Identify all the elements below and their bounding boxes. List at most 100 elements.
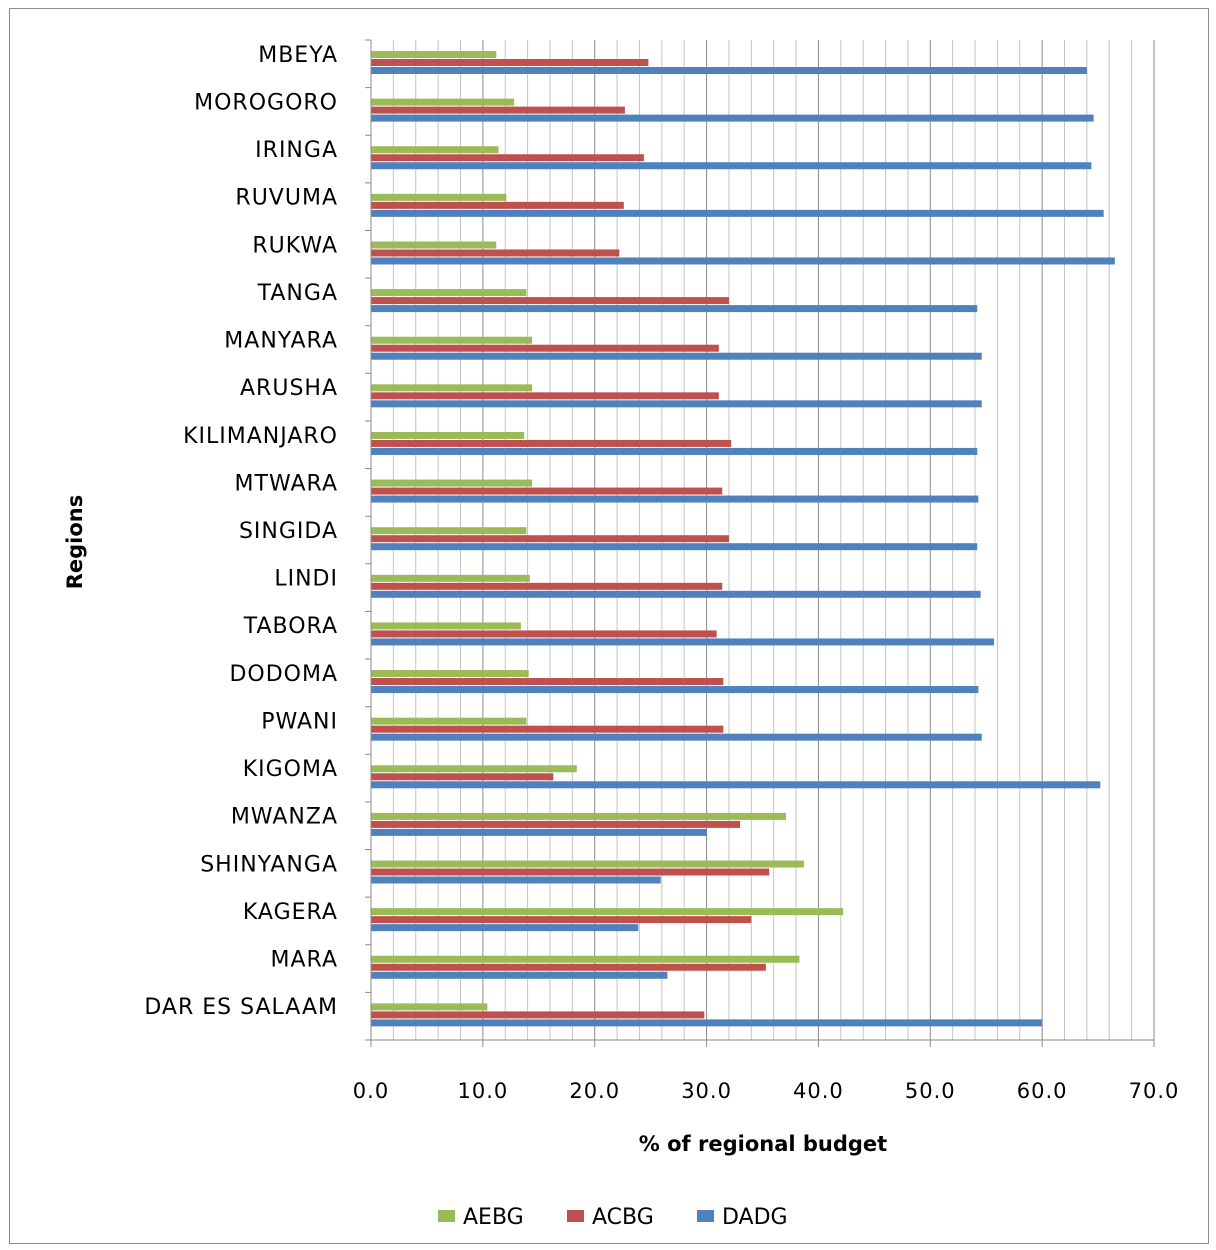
bar-dadg-iringa [371,162,1092,170]
legend-item-aebg: AEBG [438,1205,524,1230]
category-label: MARA [271,948,338,973]
bar-acbg-shinyanga [371,868,770,876]
category-label: MANYARA [224,329,338,354]
category-label: LINDI [274,567,338,592]
bar-acbg-manyara [371,344,719,352]
bar-acbg-morogoro [371,106,625,114]
bar-acbg-tabora [371,630,717,638]
bar-dadg-arusha [371,400,982,408]
bar-aebg-iringa [371,146,499,154]
bar-dadg-mwanza [371,828,707,836]
x-tick-label: 20.0 [569,1079,620,1103]
legend-item-dadg: DADG [697,1205,788,1230]
bar-acbg-mara [371,963,766,971]
x-tick-label: 50.0 [905,1079,956,1103]
x-axis-title: % of regional budget [639,1132,887,1156]
x-tick-labels: 0.0 10.0 20.0 30.0 40.0 50.0 60.0 70.0 [353,1079,1180,1103]
bar-dadg-morogoro [371,114,1094,122]
bars [371,51,1115,1027]
category-label: ARUSHA [240,376,338,401]
bar-dadg-manyara [371,352,982,360]
bar-aebg-kigoma [371,765,577,773]
bar-dadg-lindi [371,590,981,598]
bar-dadg-rukwa [371,257,1115,265]
category-label: DODOMA [229,662,338,687]
bar-aebg-kagera [371,908,844,916]
x-tick-label: 30.0 [681,1079,732,1103]
legend-swatch [438,1210,455,1222]
bar-aebg-morogoro [371,98,515,106]
bar-dadg-mbeya [371,67,1087,74]
bar-aebg-dodoma [371,670,529,678]
bar-dadg-mara [371,971,668,979]
bar-dadg-kilimanjaro [371,447,978,455]
bar-dadg-mtwara [371,495,979,503]
category-label: MOROGORO [194,90,338,115]
category-label: SINGIDA [239,519,338,544]
bar-dadg-tanga [371,305,978,313]
bar-aebg-dar-es-salaam [371,1003,488,1011]
category-label: MBEYA [258,43,338,68]
bar-acbg-mtwara [371,487,723,495]
bar-acbg-kagera [371,916,752,924]
bar-dadg-singida [371,543,978,551]
axes [365,39,1155,1047]
x-tick-label: 70.0 [1129,1079,1180,1103]
category-label: MTWARA [235,471,338,496]
bar-dadg-dar-es-salaam [371,1019,1043,1027]
category-label: KAGERA [243,900,338,925]
x-tick-label: 10.0 [457,1079,508,1103]
category-labels: MBEYA MOROGORO IRINGA RUVUMA RUKWA TANGA MANYA… [144,43,338,1020]
bar-acbg-dodoma [371,678,724,686]
x-tick-label: 0.0 [353,1079,389,1103]
legend-item-acbg: ACBG [567,1205,654,1230]
bar-aebg-tanga [371,289,527,297]
bar-acbg-mwanza [371,820,741,828]
bar-acbg-ruvuma [371,201,624,209]
bar-acbg-kilimanjaro [371,439,732,447]
bar-aebg-shinyanga [371,860,804,868]
bar-acbg-arusha [371,392,719,400]
bar-aebg-tabora [371,622,521,630]
category-label: KIGOMA [243,757,338,782]
bar-acbg-rukwa [371,249,620,257]
category-label: SHINYANGA [200,852,338,877]
bar-aebg-mtwara [371,479,533,487]
category-label: PWANI [261,709,338,734]
bar-dadg-kigoma [371,781,1101,789]
category-label: MWANZA [231,805,338,830]
category-label: TABORA [243,614,338,639]
legend-label: AEBG [463,1205,524,1230]
bar-dadg-tabora [371,638,995,646]
category-label: IRINGA [255,138,338,163]
bar-aebg-lindi [371,574,530,582]
category-label: KILIMANJARO [183,424,338,449]
bar-dadg-pwani [371,733,982,741]
legend-label: ACBG [592,1205,654,1230]
bar-acbg-dar-es-salaam [371,1011,705,1019]
category-label: TANGA [257,281,338,306]
bar-aebg-mwanza [371,812,786,820]
bar-acbg-mbeya [371,59,649,66]
bar-aebg-rukwa [371,241,497,249]
bar-acbg-tanga [371,297,729,305]
bar-aebg-pwani [371,717,527,725]
category-label: DAR ES SALAAM [144,995,338,1020]
bar-dadg-dodoma [371,686,979,694]
bar-aebg-mara [371,955,800,963]
bar-acbg-lindi [371,582,723,590]
bar-dadg-shinyanga [371,876,661,884]
legend-swatch [697,1210,714,1222]
bar-acbg-iringa [371,154,644,162]
bar-aebg-manyara [371,336,533,344]
bar-aebg-arusha [371,384,533,392]
legend-swatch [567,1210,584,1222]
bar-aebg-singida [371,527,527,535]
bar-aebg-kilimanjaro [371,431,525,439]
bar-acbg-kigoma [371,773,554,781]
x-tick-label: 60.0 [1017,1079,1068,1103]
legend: AEBG ACBG DADG [438,1205,788,1230]
bar-aebg-mbeya [371,51,497,58]
bar-dadg-ruvuma [371,209,1104,217]
